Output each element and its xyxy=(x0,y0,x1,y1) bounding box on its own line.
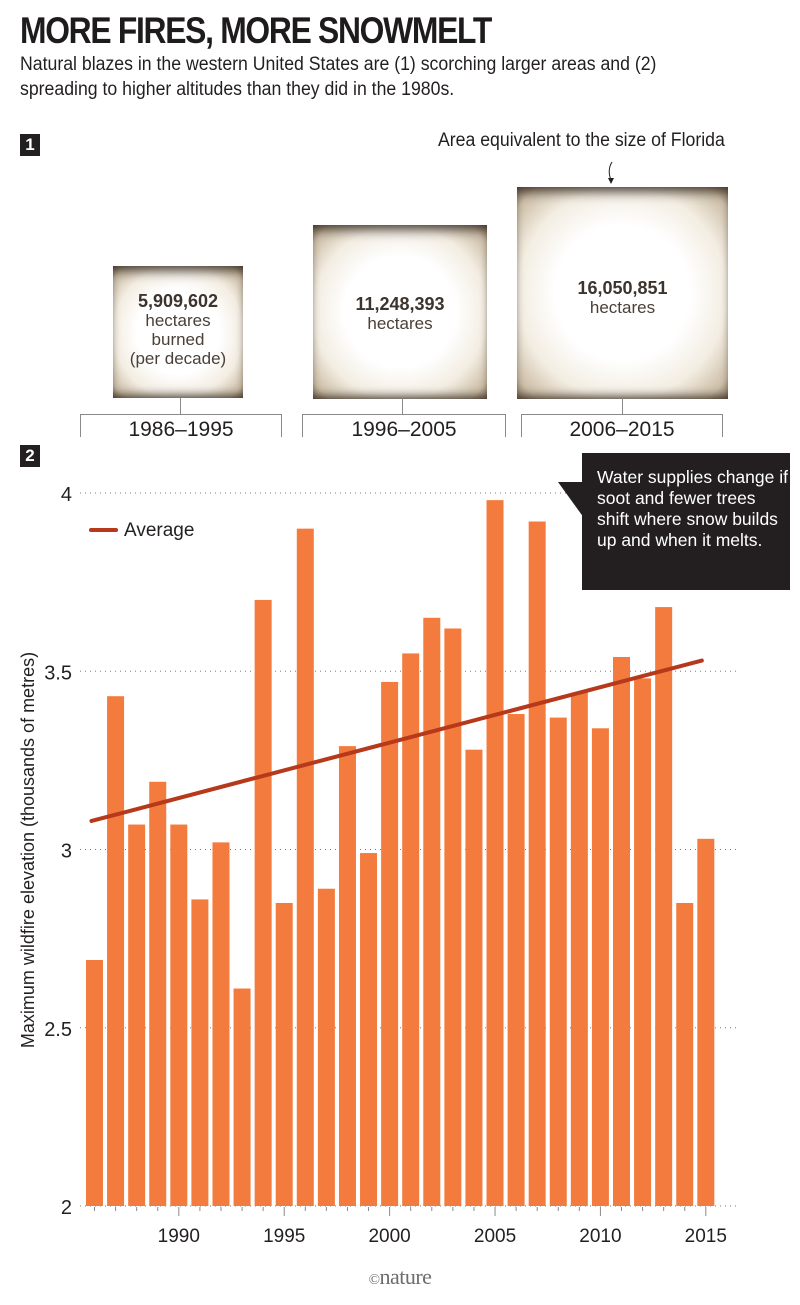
callout-pointer xyxy=(558,482,584,518)
bar-1995 xyxy=(275,902,293,1206)
nature-logo: ©nature xyxy=(0,1264,800,1290)
bar-2005 xyxy=(486,500,504,1206)
bar-1998 xyxy=(338,746,356,1206)
burned-area-value: 11,248,393 xyxy=(355,294,445,314)
decade-label: 1996–2005 xyxy=(351,418,457,441)
bar-2014 xyxy=(676,902,694,1206)
bar-2009 xyxy=(570,692,588,1206)
x-tick-label: 1990 xyxy=(158,1226,200,1247)
decade-bracket xyxy=(521,414,723,437)
burned-area-label: 16,050,851 hectares xyxy=(517,278,728,318)
unit-line: burned xyxy=(151,330,205,349)
burned-area-paper-1996-2005: 11,248,393 hectares xyxy=(313,225,487,399)
y-tick-label: 2.5 xyxy=(44,1019,72,1041)
bar-1997 xyxy=(317,888,335,1206)
bar-2008 xyxy=(549,717,567,1206)
florida-annotation: Area equivalent to the size of Florida xyxy=(438,130,725,151)
bracket-stem xyxy=(180,398,181,414)
bar-1994 xyxy=(254,599,272,1206)
decade-label: 1986–1995 xyxy=(128,418,234,441)
bar-1987 xyxy=(107,696,125,1206)
x-tick-label: 2000 xyxy=(368,1226,410,1247)
bar-1990 xyxy=(170,824,188,1206)
y-tick-label: 3.5 xyxy=(44,662,72,684)
bar-2013 xyxy=(655,607,673,1206)
y-tick-label: 2 xyxy=(61,1197,72,1219)
bar-2002 xyxy=(423,617,441,1206)
burned-area-label: 11,248,393 hectares xyxy=(313,294,487,334)
decade-bracket xyxy=(80,414,282,437)
bar-1986 xyxy=(86,960,103,1206)
bar-2001 xyxy=(402,653,420,1206)
callout-annotation: Water supplies change if soot and fewer … xyxy=(582,453,790,590)
burned-area-paper-1986-1995: 5,909,602 hectares burned (per decade) xyxy=(113,266,243,398)
bar-2012 xyxy=(634,678,652,1206)
bar-2010 xyxy=(591,728,609,1206)
decade-label: 2006–2015 xyxy=(569,418,675,441)
chart-title: MORE FIRES, MORE SNOWMELT xyxy=(20,10,492,51)
bar-1992 xyxy=(212,842,230,1206)
bracket-stem xyxy=(622,398,623,414)
bar-1991 xyxy=(191,899,209,1206)
copyright-symbol: © xyxy=(368,1272,380,1288)
bracket-stem xyxy=(402,398,403,414)
bar-2015 xyxy=(697,838,715,1206)
bar-1999 xyxy=(360,853,378,1206)
unit-line: hectares xyxy=(367,314,433,333)
chart-subtitle: Natural blazes in the western United Sta… xyxy=(20,54,657,100)
section-badge-1: 1 xyxy=(20,134,40,156)
brand-name: nature xyxy=(379,1264,432,1289)
x-tick-label: 2005 xyxy=(474,1226,516,1247)
burned-area-value: 16,050,851 xyxy=(577,278,668,298)
unit-line: (per decade) xyxy=(129,349,227,368)
bar-1993 xyxy=(233,988,251,1206)
bar-1988 xyxy=(128,824,146,1206)
unit-line: hectares xyxy=(589,298,656,317)
x-tick-label: 2010 xyxy=(579,1226,621,1247)
burned-area-value: 5,909,602 xyxy=(137,291,219,311)
bar-2000 xyxy=(381,681,399,1206)
bar-1996 xyxy=(296,528,314,1206)
bar-1989 xyxy=(149,781,167,1206)
burned-area-label: 5,909,602 hectares burned (per decade) xyxy=(113,291,243,369)
bar-2006 xyxy=(507,714,525,1206)
bar-2007 xyxy=(528,521,546,1206)
x-tick-label: 2015 xyxy=(685,1226,727,1247)
y-axis-label: Maximum wildfire elevation (thousands of… xyxy=(18,652,38,1048)
bar-2004 xyxy=(465,749,483,1206)
y-tick-label: 4 xyxy=(61,484,72,506)
bar-2003 xyxy=(444,628,462,1206)
burned-area-paper-2006-2015: 16,050,851 hectares xyxy=(517,187,728,399)
decade-bracket xyxy=(302,414,506,437)
section-badge-2: 2 xyxy=(20,445,40,467)
florida-arrow-icon xyxy=(608,161,614,184)
average-trend-line xyxy=(89,658,704,823)
bar-2011 xyxy=(613,656,630,1206)
legend-label-average: Average xyxy=(124,520,194,541)
x-tick-label: 1995 xyxy=(263,1226,305,1247)
unit-line: hectares xyxy=(145,311,211,330)
y-tick-label: 3 xyxy=(61,841,72,863)
